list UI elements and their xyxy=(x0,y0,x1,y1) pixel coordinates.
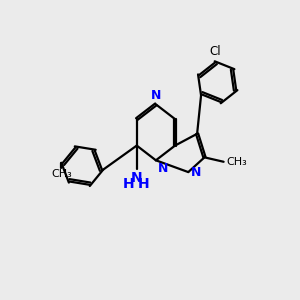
Text: H: H xyxy=(137,177,149,191)
Text: CH₃: CH₃ xyxy=(51,169,72,179)
Text: N: N xyxy=(158,162,169,175)
Text: N: N xyxy=(151,89,161,102)
Text: N: N xyxy=(131,172,142,185)
Text: H: H xyxy=(123,177,134,191)
Text: CH₃: CH₃ xyxy=(226,157,247,167)
Text: Cl: Cl xyxy=(209,45,220,58)
Text: N: N xyxy=(191,166,202,178)
